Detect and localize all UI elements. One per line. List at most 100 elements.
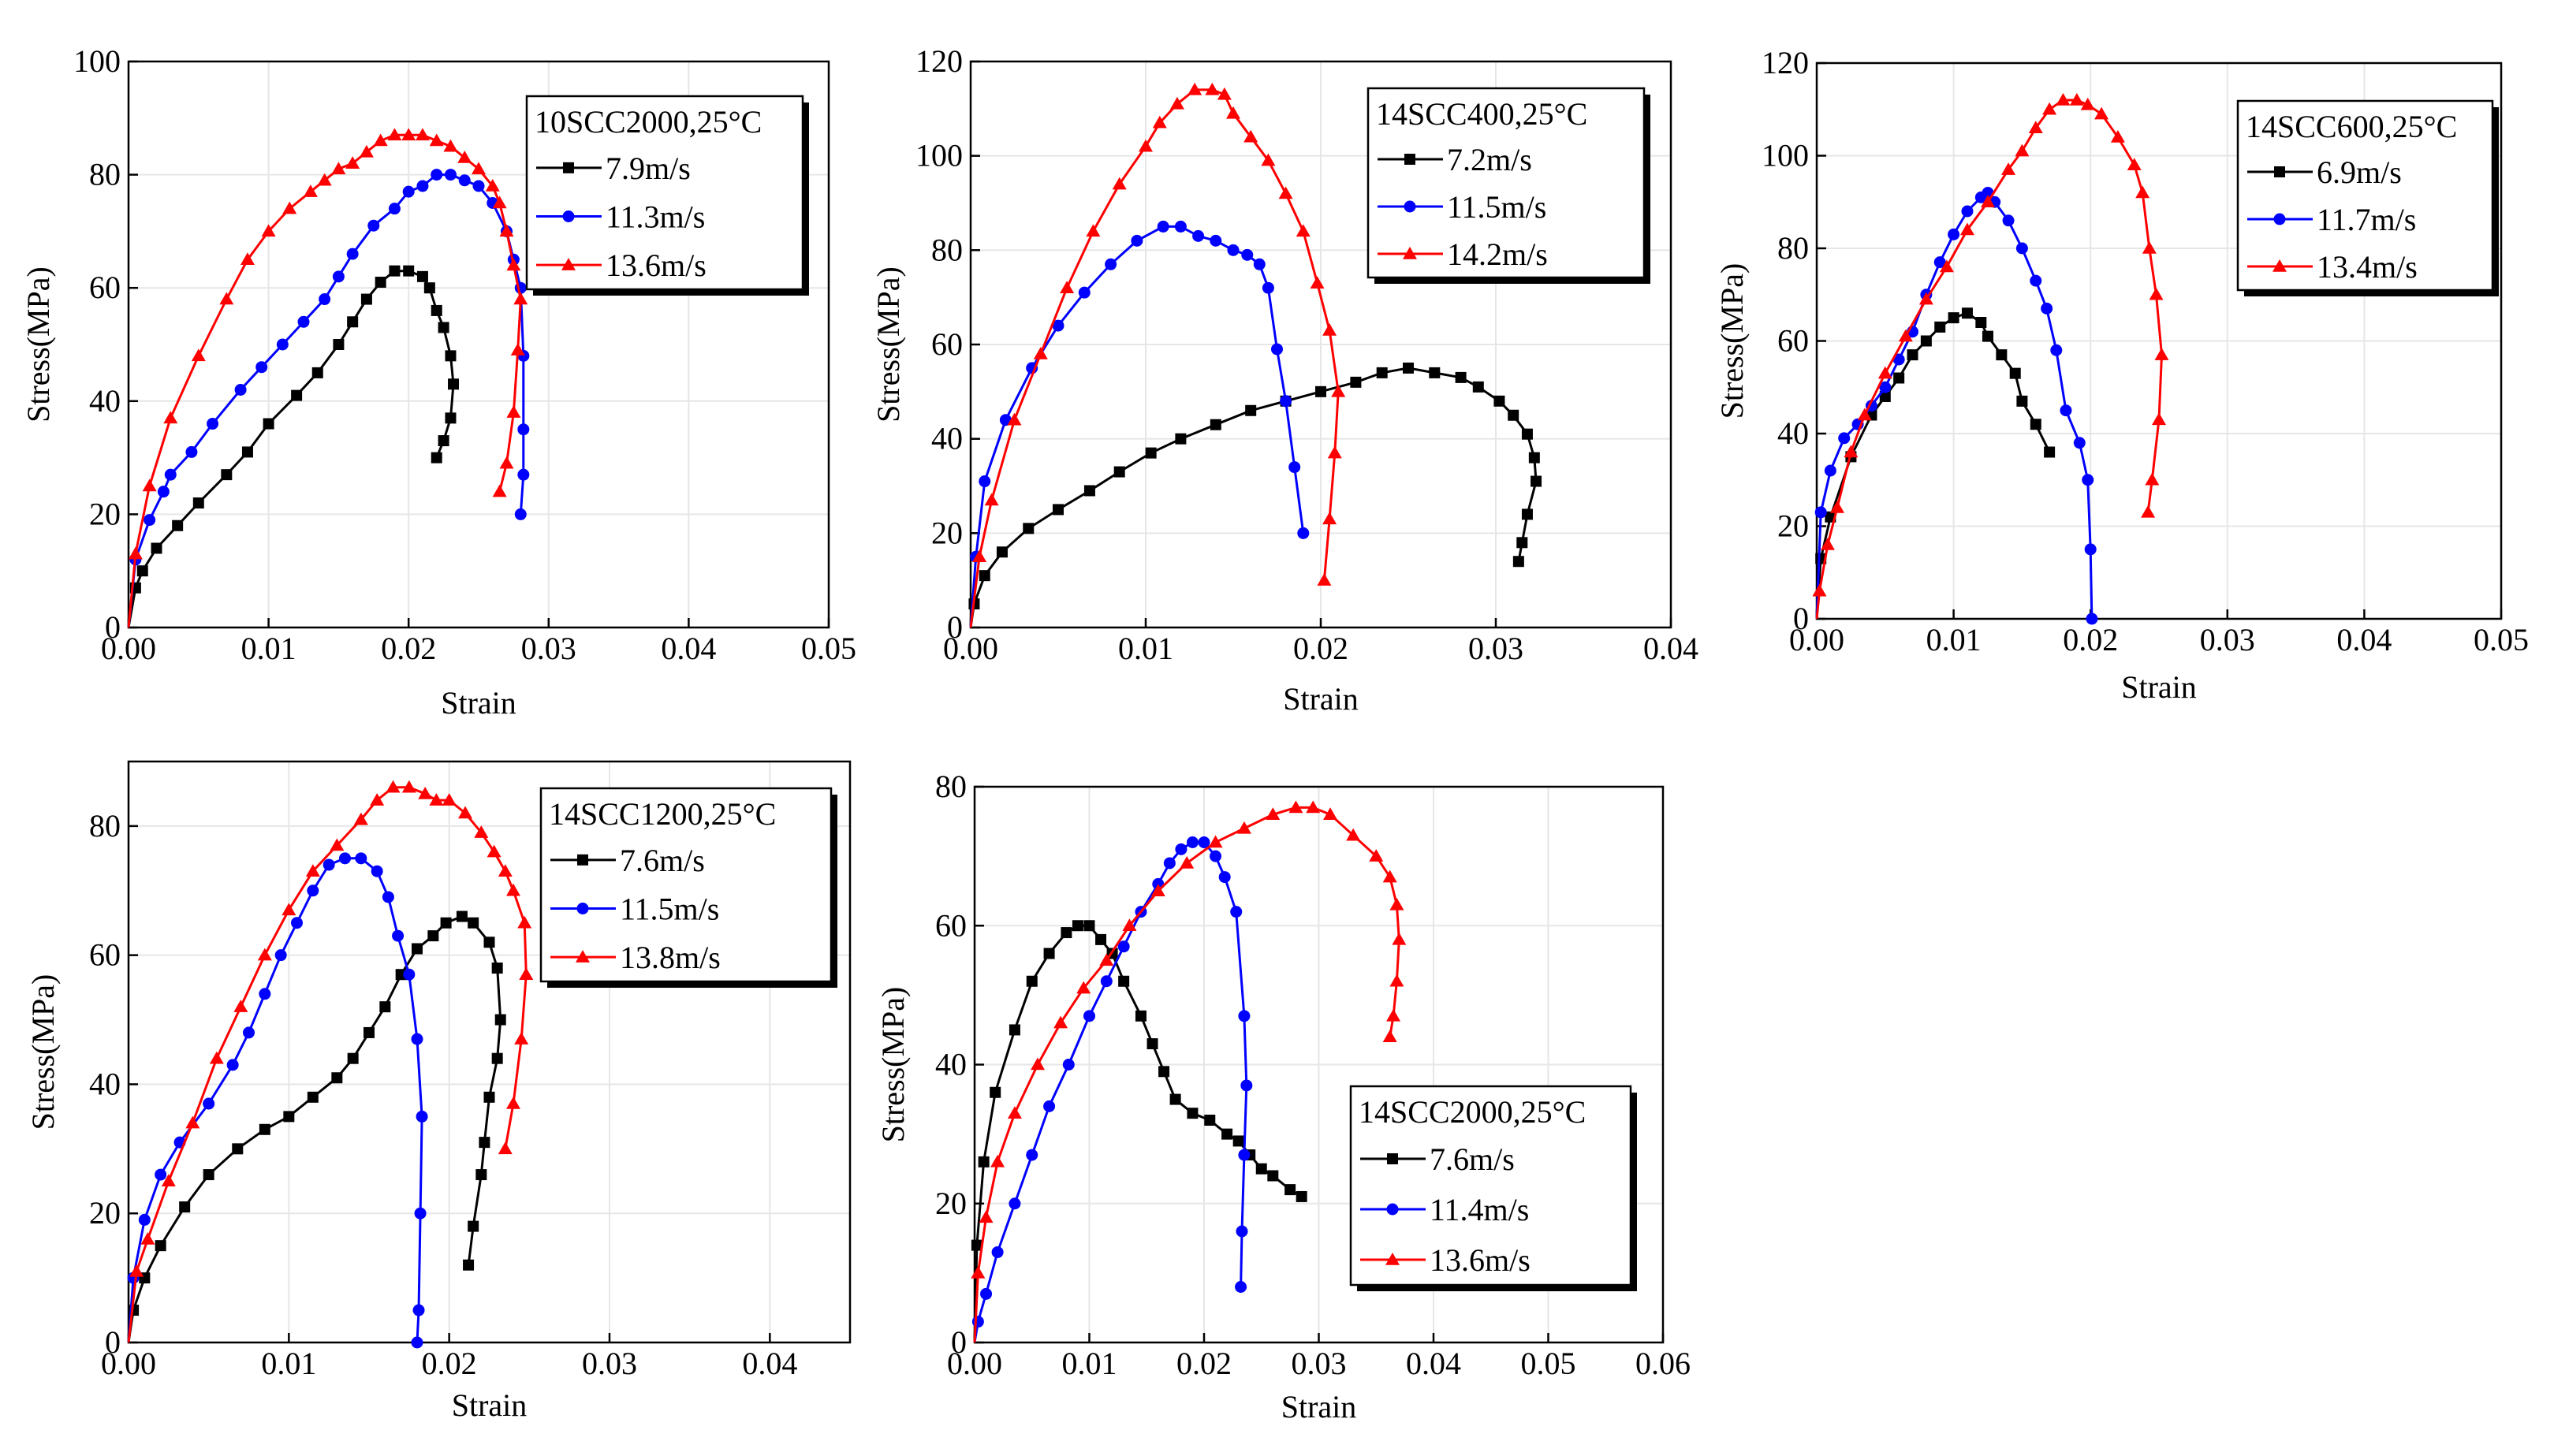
data-point bbox=[978, 1156, 990, 1167]
x-axis-title: Strain bbox=[452, 1387, 528, 1423]
data-point bbox=[1100, 975, 1113, 988]
data-point bbox=[429, 133, 444, 147]
data-point bbox=[1238, 1010, 1251, 1022]
y-tick-label: 60 bbox=[931, 326, 963, 362]
data-point bbox=[347, 1052, 359, 1064]
data-point bbox=[128, 546, 143, 560]
data-point bbox=[445, 350, 457, 362]
y-tick-label: 0 bbox=[1793, 601, 1809, 636]
data-point bbox=[472, 180, 485, 192]
data-point bbox=[185, 1115, 200, 1129]
legend-box bbox=[1349, 1085, 1632, 1287]
data-point bbox=[319, 293, 331, 306]
legend-box bbox=[525, 95, 804, 291]
data-point bbox=[463, 1259, 475, 1271]
data-point bbox=[317, 173, 332, 186]
y-tick-label: 20 bbox=[935, 1186, 967, 1221]
data-point bbox=[1879, 391, 1891, 402]
data-point bbox=[1389, 897, 1404, 910]
x-tick-label: 0.05 bbox=[1521, 1346, 1576, 1381]
data-point bbox=[1521, 428, 1533, 440]
data-point bbox=[427, 930, 439, 942]
data-point bbox=[492, 484, 507, 497]
data-point bbox=[1306, 800, 1321, 814]
data-point bbox=[1838, 432, 1851, 445]
data-point bbox=[1235, 1281, 1247, 1293]
data-point bbox=[510, 343, 525, 356]
data-point bbox=[2127, 158, 2142, 170]
data-point bbox=[1175, 433, 1187, 445]
data-point bbox=[1023, 523, 1035, 534]
data-point bbox=[1083, 485, 1095, 497]
data-point bbox=[1898, 329, 1913, 342]
data-point bbox=[388, 203, 401, 215]
y-axis-title: Stress(MPa) bbox=[25, 974, 61, 1130]
data-point bbox=[1288, 800, 1303, 814]
x-tick-label: 0.02 bbox=[422, 1346, 477, 1381]
data-point bbox=[379, 1001, 391, 1013]
data-point bbox=[414, 1207, 427, 1220]
data-point bbox=[2080, 97, 2095, 110]
data-point bbox=[479, 1137, 490, 1149]
data-point bbox=[281, 903, 296, 916]
data-point bbox=[979, 570, 990, 582]
y-axis-title: Stress(MPa) bbox=[1714, 263, 1750, 419]
data-point bbox=[1105, 258, 1117, 270]
data-point bbox=[161, 1174, 176, 1187]
legend-label: 13.4m/s bbox=[2317, 249, 2418, 285]
data-point bbox=[1403, 362, 1414, 374]
chart-panel-14scc600: 0 20 40 60 80 100 120 0.00 0.01 0.02 0.03 0.04 0.05 S… bbox=[1714, 45, 2529, 705]
data-point bbox=[1031, 1057, 1046, 1071]
data-point bbox=[303, 184, 318, 197]
data-point bbox=[1392, 932, 1407, 945]
legend-label: 11.5m/s bbox=[620, 892, 719, 927]
data-point bbox=[1033, 346, 1048, 359]
legend-box bbox=[1366, 87, 1646, 279]
data-point bbox=[1877, 366, 1892, 379]
data-point bbox=[360, 293, 372, 305]
y-tick-label: 40 bbox=[935, 1047, 967, 1082]
data-point bbox=[972, 549, 987, 562]
data-point bbox=[233, 1000, 248, 1012]
data-point bbox=[1076, 981, 1091, 994]
data-point bbox=[2041, 302, 2053, 315]
data-point bbox=[221, 469, 233, 481]
data-point bbox=[353, 812, 368, 825]
x-tick-label: 0.02 bbox=[1293, 631, 1348, 666]
legend-label: 7.2m/s bbox=[1447, 142, 1532, 177]
data-point bbox=[1135, 1010, 1147, 1022]
data-point bbox=[263, 418, 274, 430]
data-point bbox=[980, 1287, 993, 1300]
data-point bbox=[1975, 317, 1987, 328]
data-point bbox=[1959, 222, 1974, 236]
data-point bbox=[519, 967, 534, 980]
data-point bbox=[1026, 1149, 1038, 1161]
data-point bbox=[1169, 1093, 1181, 1105]
data-point bbox=[1879, 381, 1892, 393]
data-point bbox=[971, 1265, 986, 1279]
data-point bbox=[1205, 82, 1220, 95]
data-point bbox=[332, 270, 345, 283]
legend-marker bbox=[1385, 1253, 1400, 1265]
y-tick-label: 80 bbox=[931, 232, 963, 267]
legend-title: 14SCC1200,25°C bbox=[549, 796, 776, 832]
data-point bbox=[1824, 464, 1836, 477]
data-point bbox=[1007, 412, 1022, 426]
legend-label: 7.6m/s bbox=[620, 843, 705, 878]
data-point bbox=[172, 519, 184, 531]
data-point bbox=[1221, 1128, 1233, 1140]
data-point bbox=[1163, 857, 1176, 870]
data-point bbox=[1099, 953, 1114, 966]
data-point bbox=[2044, 446, 2056, 458]
y-tick-label: 40 bbox=[931, 421, 963, 456]
data-point bbox=[1920, 335, 1932, 347]
x-tick-label: 0.02 bbox=[2063, 622, 2118, 657]
y-tick-label: 40 bbox=[89, 383, 121, 419]
data-point bbox=[517, 915, 532, 929]
data-point bbox=[1830, 501, 1845, 513]
data-point bbox=[1226, 106, 1240, 119]
legend-marker bbox=[576, 950, 590, 963]
data-point bbox=[431, 169, 443, 181]
y-tick-label: 20 bbox=[89, 1195, 121, 1231]
data-point bbox=[283, 1111, 295, 1123]
